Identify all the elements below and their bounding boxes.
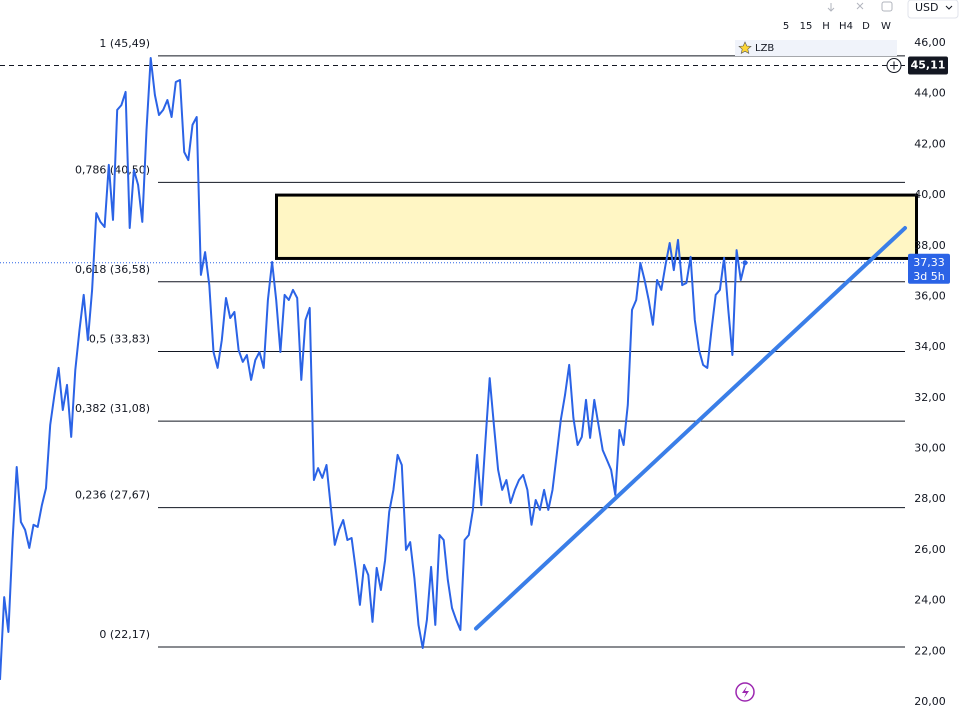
- star-icon: [738, 41, 752, 55]
- toolbar: USD LZB: [735, 0, 959, 56]
- currency[interactable]: USD: [915, 1, 939, 14]
- interval-button[interactable]: H: [822, 21, 830, 32]
- fib-label: 0 (22,17): [99, 628, 150, 641]
- fib-label: 0,618 (36,58): [75, 263, 150, 276]
- y-tick-label: 22,00: [914, 644, 946, 657]
- y-tick-label: 38,00: [914, 239, 946, 252]
- y-tick-label: 46,00: [914, 36, 946, 49]
- y-tick-label: 40,00: [914, 188, 946, 201]
- currency-button[interactable]: [907, 0, 959, 19]
- interval-button[interactable]: W: [881, 21, 891, 32]
- y-tick-label: 28,00: [914, 492, 946, 505]
- icon: [881, 1, 893, 12]
- interval-button[interactable]: H4: [839, 21, 853, 32]
- fib-label: 1 (45,49): [99, 37, 150, 50]
- y-tick-label: 26,00: [914, 543, 946, 556]
- symbol-tag: [735, 40, 897, 56]
- y-tick-label: 20,00: [914, 695, 946, 708]
- interval-button[interactable]: 5: [783, 21, 789, 32]
- price-marker-label: 45,11: [911, 59, 946, 72]
- y-tick-label: 30,00: [914, 442, 946, 455]
- interval-button[interactable]: D: [862, 21, 870, 32]
- fib-label: 0,786 (40,50): [75, 163, 150, 176]
- fib-label: 0,382 (31,08): [75, 402, 150, 415]
- lightning-icon: [742, 686, 749, 698]
- price-marker-box: [908, 56, 948, 75]
- last-price-box: [908, 253, 950, 284]
- lightning-icon[interactable]: [735, 682, 755, 702]
- interval-bar: [775, 15, 897, 37]
- y-tick-label: 42,00: [914, 137, 946, 150]
- price-line: [0, 57, 746, 680]
- y-tick-label: 44,00: [914, 87, 946, 100]
- y-tick-label: 34,00: [914, 340, 946, 353]
- y-tick-label: 32,00: [914, 391, 946, 404]
- zone: [275, 193, 918, 260]
- icon: [827, 3, 835, 12]
- y-tick-label: 36,00: [914, 289, 946, 302]
- countdown: 3d 5h: [913, 270, 944, 283]
- y-tick-label: 24,00: [914, 594, 946, 607]
- trendline: [474, 226, 907, 631]
- fib-label: 0,5 (33,83): [89, 332, 150, 345]
- fib-label: 0,236 (27,67): [75, 489, 150, 502]
- icon: [945, 5, 953, 10]
- add-icon: [890, 61, 898, 70]
- last-price-label: 37,33: [913, 256, 945, 269]
- interval-button[interactable]: 15: [800, 21, 813, 32]
- last-point: [742, 260, 748, 266]
- symbol: LZB: [755, 43, 774, 54]
- icon: [856, 2, 864, 10]
